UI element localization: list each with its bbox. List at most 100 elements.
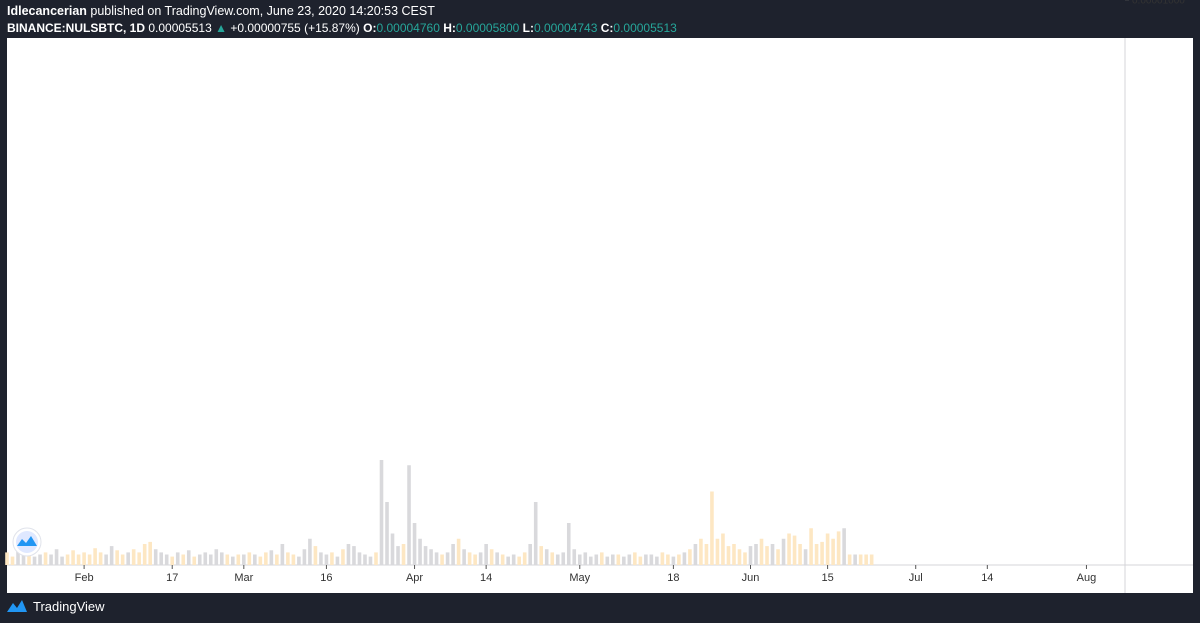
- volume-bar: [164, 554, 169, 565]
- volume-bar: [721, 533, 725, 565]
- volume-bar: [341, 549, 345, 565]
- volume-bar: [280, 544, 285, 565]
- volume-bar: [368, 556, 373, 565]
- time-tick-label: 15: [821, 572, 833, 584]
- volume-bar: [825, 533, 830, 565]
- volume-bar: [275, 554, 279, 565]
- volume-bar: [5, 552, 9, 565]
- published-text: published on TradingView.com, June 23, 2…: [90, 4, 435, 18]
- volume-bar: [374, 552, 378, 565]
- volume-bar: [440, 554, 444, 565]
- volume-bar: [264, 552, 268, 565]
- time-tick-label: 18: [667, 572, 679, 584]
- high-label: H:: [443, 21, 456, 35]
- volume-bar: [715, 538, 720, 565]
- high-value: 0.00005800: [455, 21, 520, 35]
- volume-bar: [203, 552, 208, 565]
- volume-bar: [412, 523, 417, 565]
- volume-bar: [682, 552, 687, 565]
- volume-bar: [864, 554, 868, 565]
- time-tick-label: Jun: [742, 572, 760, 584]
- volume-bar: [847, 554, 852, 565]
- volume-bar: [737, 549, 742, 565]
- time-tick-label: 14: [981, 572, 993, 584]
- time-tick-label: May: [569, 572, 590, 584]
- volume-bar: [379, 460, 384, 565]
- price-change: +0.00000755 (+15.87%): [230, 21, 360, 35]
- volume-bar: [555, 554, 560, 565]
- tradingview-logo-icon: [7, 600, 27, 612]
- volume-bar: [32, 556, 37, 565]
- volume-bar: [38, 554, 42, 565]
- volume-bar: [522, 552, 527, 565]
- volume-bar: [21, 554, 26, 565]
- volume-bar: [159, 552, 164, 565]
- volume-bar: [809, 528, 813, 565]
- time-axis[interactable]: Feb 17 Mar 16 Apr 14 May 18 Jun 15 Jul 14 Aug: [75, 565, 1097, 584]
- volume-bar: [759, 538, 764, 565]
- price-chart[interactable]: 0.000075000.000070000.000060000.00005000…: [0, 0, 1200, 593]
- volume-bar: [153, 549, 158, 565]
- volume-bar: [770, 544, 775, 565]
- volume-bar: [539, 546, 544, 565]
- volume-bar: [533, 502, 538, 565]
- volume-bar: [489, 549, 494, 565]
- time-tick-label: 14: [480, 572, 492, 584]
- volume-bar: [181, 554, 186, 565]
- volume-bar: [429, 549, 433, 565]
- volume-bar: [104, 554, 108, 565]
- publish-info: Idlecancerian published on TradingView.c…: [7, 4, 435, 18]
- volume-bar: [76, 554, 81, 565]
- tradingview-watermark-icon[interactable]: [12, 527, 42, 557]
- volume-bar: [611, 554, 615, 565]
- volume-bar: [754, 544, 758, 565]
- volume-bar: [781, 538, 786, 565]
- volume-bar: [605, 556, 610, 565]
- volume-bar: [49, 554, 53, 565]
- volume-bar: [297, 556, 301, 565]
- volume-bar: [319, 552, 323, 565]
- volume-bar: [247, 552, 252, 565]
- plot-area[interactable]: [7, 38, 1125, 565]
- volume-bar: [192, 556, 197, 565]
- volume-bar: [269, 550, 274, 565]
- volume-bar: [550, 552, 555, 565]
- price-axis[interactable]: 0.000075000.000070000.000060000.00005000…: [1125, 0, 1185, 6]
- volume-bar: [225, 554, 230, 565]
- volume-bar: [16, 549, 20, 565]
- volume-bar: [594, 554, 599, 565]
- volume-bar: [170, 556, 175, 565]
- volume-bar: [748, 546, 753, 565]
- volume-bar: [286, 552, 290, 565]
- volume-bar: [175, 552, 180, 565]
- time-tick-label: 16: [320, 572, 332, 584]
- tradingview-logo[interactable]: TradingView: [6, 598, 105, 614]
- author-name[interactable]: Idlecancerian: [7, 4, 87, 18]
- volume-bar: [390, 533, 395, 565]
- time-tick-label: Jul: [909, 572, 923, 584]
- open-label: O:: [363, 21, 377, 35]
- volume-bar: [324, 554, 329, 565]
- volume-bar: [666, 554, 670, 565]
- volume-bar: [638, 556, 643, 565]
- volume-bar: [43, 552, 48, 565]
- volume-bar: [302, 549, 307, 565]
- volume-bar: [462, 549, 466, 565]
- volume-bar: [65, 554, 70, 565]
- brand-label: TradingView: [33, 598, 105, 614]
- volume-bar: [71, 550, 75, 565]
- volume-bar: [131, 549, 136, 565]
- chart-header: Idlecancerian published on TradingView.c…: [0, 0, 1200, 38]
- volume-bars: [5, 460, 874, 565]
- volume-bar: [330, 552, 334, 565]
- ohlc-line: BINANCE:NULSBTC, 1D 0.00005513 ▲ +0.0000…: [7, 21, 677, 35]
- price-tick-label: 0.00001000: [1132, 0, 1185, 6]
- volume-bar: [126, 552, 130, 565]
- volume-bar: [660, 552, 665, 565]
- volume-bar: [407, 465, 411, 565]
- close-label: C:: [600, 21, 614, 35]
- volume-bar: [511, 554, 516, 565]
- volume-bar: [688, 549, 692, 565]
- volume-bar: [726, 546, 731, 565]
- volume-bar: [495, 552, 499, 565]
